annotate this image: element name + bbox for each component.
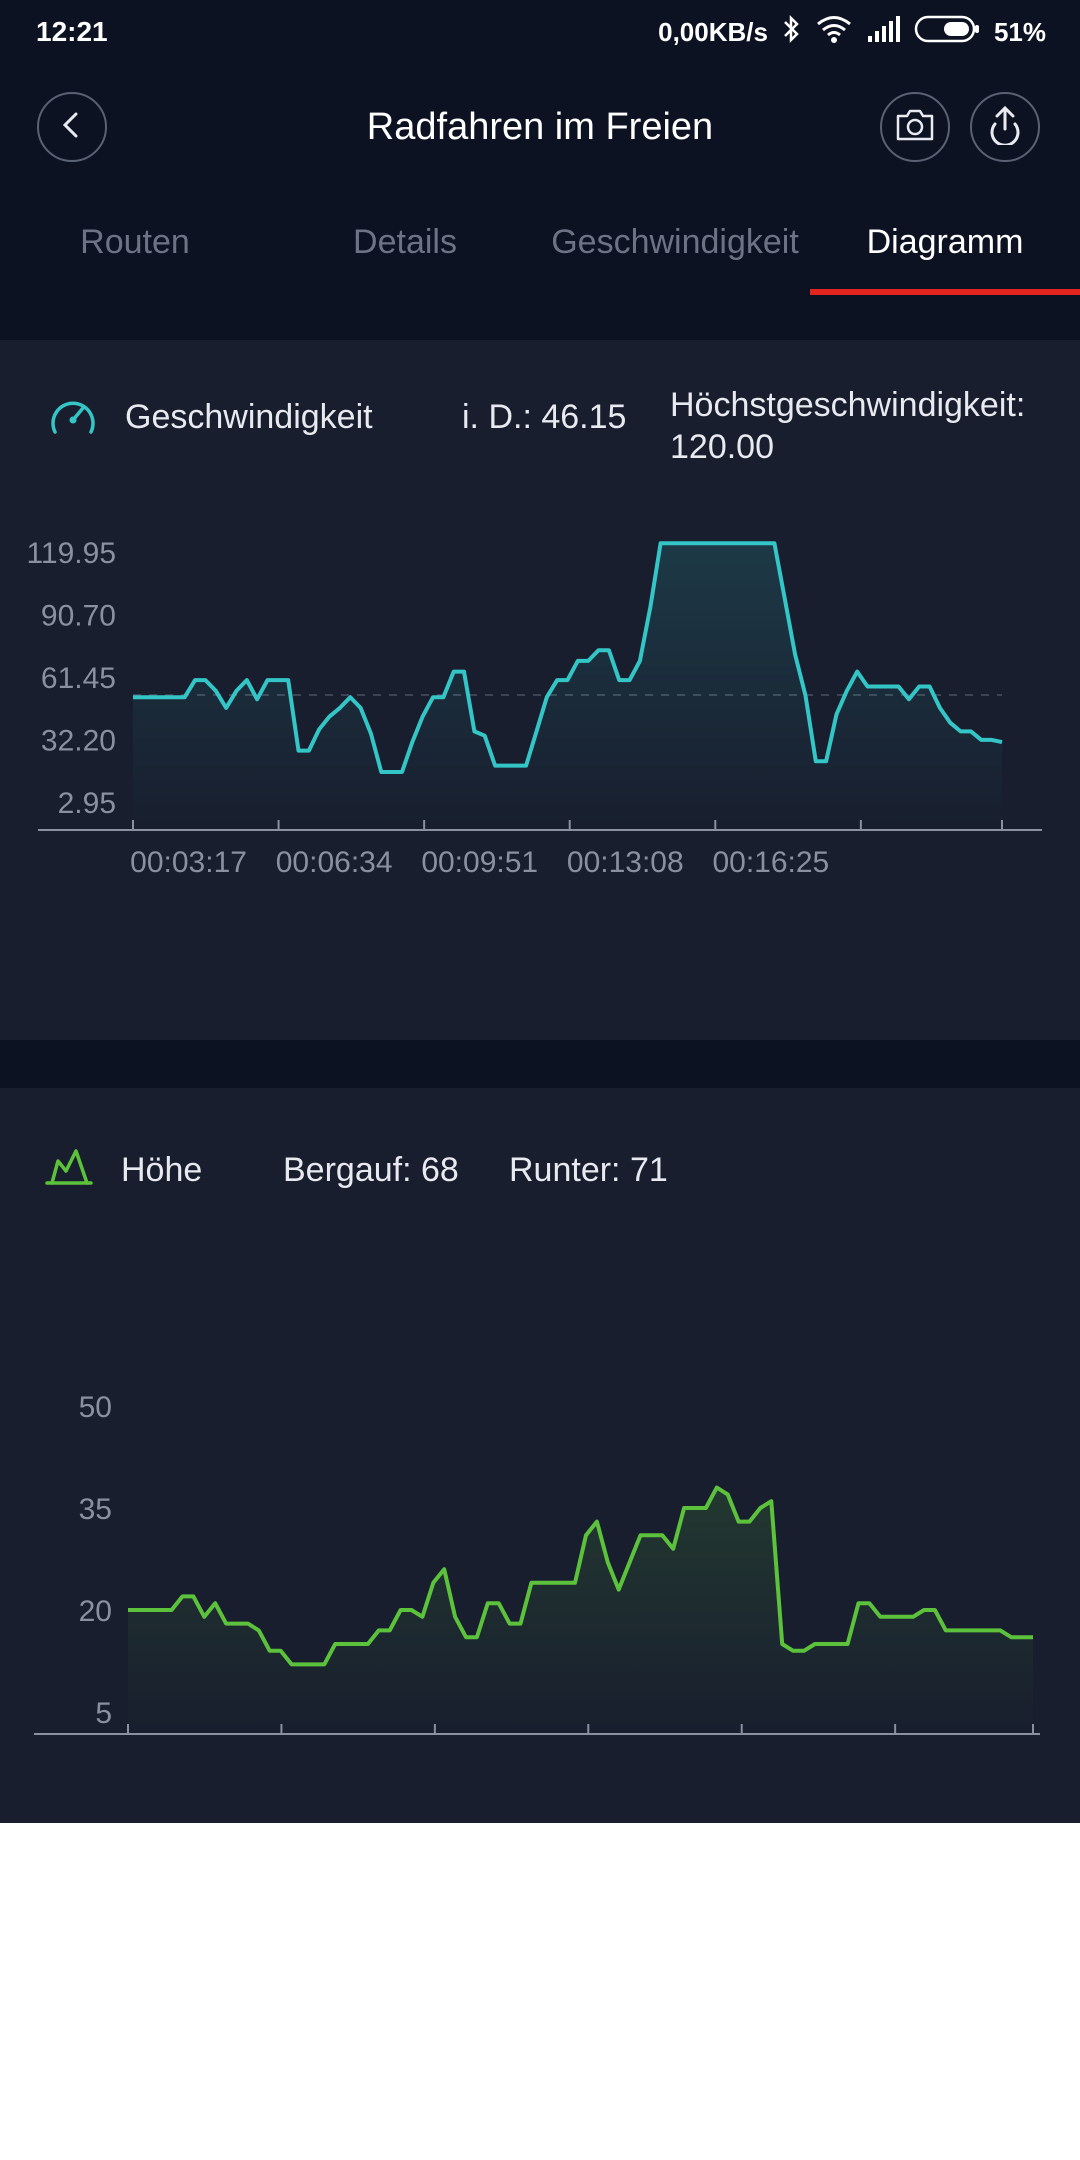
mountain-icon [44,1147,94,1196]
altitude-chart-ytick-label: 20 [79,1595,112,1628]
speed-chart-ytick-label: 61.45 [41,662,116,695]
tab-routen[interactable]: Routen [80,223,190,261]
altitude-card: Höhe Bergauf: 68 Runter: 71 503520500:03… [0,1088,1080,1823]
speed-chart-xtick-label: 00:06:34 [276,846,393,879]
camera-icon [894,108,936,147]
speed-chart-area [133,543,1002,830]
active-tab-indicator [810,289,1080,295]
battery-icon [914,14,980,51]
chevron-left-icon [57,110,87,145]
altitude-chart-ytick-label: 50 [79,1391,112,1424]
speed-chart-ytick-label: 119.95 [26,537,116,570]
altitude-chart-ytick-label: 5 [95,1697,112,1730]
speed-chart-xtick-label: 00:13:08 [567,846,684,879]
card-separator [0,1040,1080,1088]
speed-chart-xtick-label: 00:09:51 [421,846,538,879]
altitude-chart: 503520500:03:1700:06:3400:09:5100:13:080… [34,1391,1040,1735]
speed-max: Höchstgeschwindigkeit: 120.00 [670,384,1025,468]
upload-icon [985,105,1025,150]
speed-card: Geschwindigkeit i. D.: 46.15 Höchstgesch… [0,340,1080,1040]
altitude-chart-area [128,1487,1033,1734]
altitude-chart-ytick-label: 35 [79,1493,112,1526]
altitude-chart-line [128,1485,1033,1667]
altitude-label: Höhe [121,1151,203,1189]
signal-icon [866,15,900,49]
speed-chart-ytick-label: 2.95 [58,787,116,820]
speed-label: Geschwindigkeit [125,398,373,436]
speed-chart: 119.95 90.70 61.45 32.20 2.95 00:03:17 00:06:3… [26,537,1042,879]
altitude-downhill: Runter: 71 [509,1151,668,1189]
page-title: Radfahren im Freien [366,106,714,148]
battery-percent: 51% [993,16,1046,47]
altitude-uphill: Bergauf: 68 [283,1151,459,1189]
speed-max-label: Höchstgeschwindigkeit: [670,386,1026,424]
speed-average: i. D.: 46.15 [462,398,627,436]
network-speed: 0,00KB/s [658,16,768,47]
back-button[interactable] [37,92,107,162]
speed-max-value: 120.00 [670,428,774,466]
speed-stats: Geschwindigkeit i. D.: 46.15 Höchstgesch… [0,386,1080,470]
speed-chart-ytick-label: 90.70 [41,600,116,633]
speed-chart-xtick-label: 00:03:17 [130,846,247,879]
status-bar: 12:21 0,00KB/s 51% [0,0,1080,66]
top-bar: 12:21 0,00KB/s 51% Radfahren im Freien [0,0,1080,340]
status-right: 0,00KB/s 51% [658,14,1046,50]
tab-geschwindigkeit[interactable]: Geschwindigkeit [551,223,799,261]
tab-details[interactable]: Details [353,223,457,261]
speed-chart-line [133,541,1003,774]
tab-diagramm[interactable]: Diagramm [866,223,1024,261]
bluetooth-icon [782,13,802,52]
camera-button[interactable] [880,92,950,162]
status-time: 12:21 [36,16,108,47]
speed-chart-ytick-label: 32.20 [41,725,116,758]
speed-chart-xtick-label: 00:16:25 [712,846,829,879]
share-button[interactable] [970,92,1040,162]
tab-bar: Routen Details Geschwindigkeit Diagramm [0,205,1080,295]
altitude-stats: Höhe Bergauf: 68 Runter: 71 [0,1143,1080,1213]
wifi-icon [816,15,852,50]
app-header: Radfahren im Freien [0,70,1080,190]
speedometer-icon [48,394,98,447]
